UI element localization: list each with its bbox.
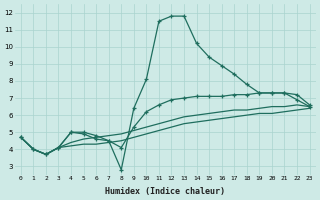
X-axis label: Humidex (Indice chaleur): Humidex (Indice chaleur): [105, 187, 225, 196]
